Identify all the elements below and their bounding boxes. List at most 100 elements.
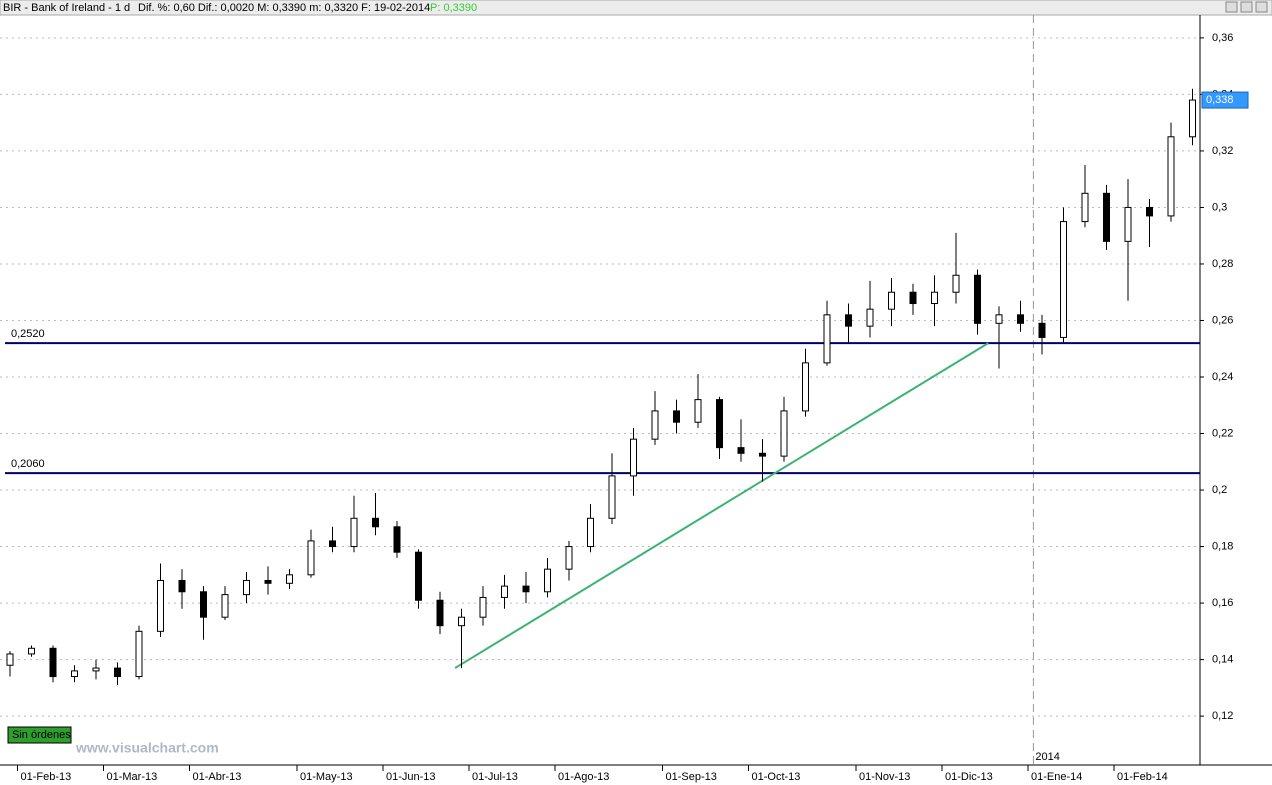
candle-body bbox=[264, 579, 272, 584]
y-tick-label: 0,16 bbox=[1212, 597, 1233, 609]
candle-body bbox=[135, 630, 143, 678]
orders-box bbox=[7, 726, 72, 744]
candle-body bbox=[114, 667, 121, 678]
candle-body bbox=[1038, 322, 1046, 338]
x-tick-label: 01-Oct-13 bbox=[752, 771, 801, 783]
candle-body bbox=[673, 410, 680, 423]
candle-body bbox=[587, 517, 594, 548]
candle-body bbox=[630, 438, 637, 477]
candle-body bbox=[1167, 136, 1175, 217]
x-tick-label: 01-Nov-13 bbox=[859, 771, 910, 783]
candle-body bbox=[178, 579, 186, 593]
candle-body bbox=[995, 314, 1003, 324]
watermark: www.visualchart.com bbox=[75, 740, 219, 756]
y-tick-label: 0,28 bbox=[1212, 258, 1233, 270]
candle-body bbox=[952, 274, 960, 293]
candle-body bbox=[608, 475, 616, 519]
candle-body bbox=[372, 517, 379, 528]
candle-body bbox=[393, 526, 401, 553]
candle-body bbox=[780, 410, 788, 457]
candle-body bbox=[759, 452, 766, 457]
candle-body bbox=[651, 410, 659, 440]
candle-body bbox=[845, 314, 852, 327]
y-tick-label: 0,36 bbox=[1212, 32, 1233, 44]
candle-body bbox=[221, 594, 229, 618]
candle-body bbox=[92, 667, 100, 672]
x-tick-label: 01-May-13 bbox=[300, 771, 353, 783]
candle-body bbox=[694, 399, 702, 423]
candle-body bbox=[243, 579, 250, 596]
x-tick-label: 01-Feb-13 bbox=[21, 771, 72, 783]
header-stats: Dif. %: 0,60 Dif.: 0,0020 M: 0,3390 m: 0… bbox=[138, 2, 430, 14]
candle-body bbox=[522, 585, 530, 593]
candle-body bbox=[823, 314, 831, 364]
candle-body bbox=[866, 308, 874, 327]
y-tick-label: 0,2 bbox=[1212, 484, 1227, 496]
candle-body bbox=[931, 291, 938, 305]
candle-body bbox=[909, 291, 917, 305]
candle-body bbox=[286, 574, 293, 584]
x-tick-label: 01-Ene-14 bbox=[1031, 771, 1082, 783]
y-tick-label: 0,32 bbox=[1212, 145, 1233, 157]
candle-body bbox=[458, 616, 465, 627]
header-title: BIR - Bank of Ireland - 1 d bbox=[3, 2, 130, 14]
candle-body bbox=[544, 568, 551, 593]
close-button[interactable] bbox=[1255, 1, 1268, 13]
maximize-button[interactable] bbox=[1240, 1, 1253, 13]
y-tick-label: 0,12 bbox=[1212, 710, 1233, 722]
candle-body bbox=[200, 591, 207, 618]
candle-body bbox=[802, 362, 809, 412]
x-tick-label: 01-Mar-13 bbox=[107, 771, 158, 783]
candle-body bbox=[1124, 206, 1132, 242]
candle-body bbox=[28, 647, 35, 655]
candle-body bbox=[501, 585, 508, 598]
x-tick-label: 01-Feb-14 bbox=[1117, 771, 1168, 783]
y-tick-label: 0,3 bbox=[1212, 201, 1227, 213]
x-tick-label: 01-Jul-13 bbox=[472, 771, 518, 783]
plot: 0,12 0,14 0,16 0,18 0,2 0,22 0,24 0,26 0,28 0,3 0,… bbox=[0, 15, 1233, 783]
x-tick-label: 01-Jun-13 bbox=[386, 771, 436, 783]
candle-body bbox=[888, 291, 895, 310]
candle-body bbox=[479, 596, 487, 618]
window-buttons[interactable] bbox=[1225, 1, 1268, 13]
minimize-button[interactable] bbox=[1225, 1, 1238, 13]
candle-body bbox=[737, 447, 745, 454]
trendline bbox=[454, 342, 989, 669]
last-price-box bbox=[1201, 91, 1249, 109]
candle-body bbox=[1189, 99, 1196, 138]
orders-label: Sin órdenes bbox=[12, 729, 71, 741]
candle-body bbox=[49, 647, 57, 678]
x-tick-label: 01-Dic-13 bbox=[945, 771, 993, 783]
x-tick-label: 01-Sep-13 bbox=[666, 771, 717, 783]
candle-body bbox=[436, 599, 444, 627]
candle-body bbox=[6, 653, 14, 666]
candle-body bbox=[1081, 192, 1089, 223]
candle-body bbox=[1146, 206, 1153, 217]
support-label: 0,2060 bbox=[11, 458, 45, 470]
support-label: 0,2520 bbox=[11, 328, 45, 340]
candle-body bbox=[350, 517, 358, 548]
x-tick-label: 01-Abr-13 bbox=[193, 771, 242, 783]
year-label: 2014 bbox=[1035, 751, 1059, 763]
candle-body bbox=[716, 399, 723, 449]
y-tick-label: 0,24 bbox=[1212, 371, 1233, 383]
candle-body bbox=[565, 546, 573, 570]
candle-body bbox=[157, 579, 164, 632]
y-tick-label: 0,22 bbox=[1212, 427, 1233, 439]
candle-body bbox=[1017, 314, 1024, 324]
y-tick-label: 0,14 bbox=[1212, 653, 1233, 665]
candle-body bbox=[329, 540, 336, 548]
header-price: P: 0,3390 bbox=[430, 2, 477, 14]
candle-body bbox=[1103, 192, 1110, 242]
x-tick-label: 01-Ago-13 bbox=[558, 771, 609, 783]
last-price-label: 0,338 bbox=[1206, 94, 1234, 106]
title-bar bbox=[0, 0, 1272, 16]
candle-body bbox=[71, 670, 78, 678]
y-tick-label: 0,26 bbox=[1212, 314, 1233, 326]
y-tick-label: 0,18 bbox=[1212, 540, 1233, 552]
candle-body bbox=[415, 551, 422, 601]
candle-body bbox=[1060, 221, 1067, 338]
candle-body bbox=[974, 274, 981, 324]
